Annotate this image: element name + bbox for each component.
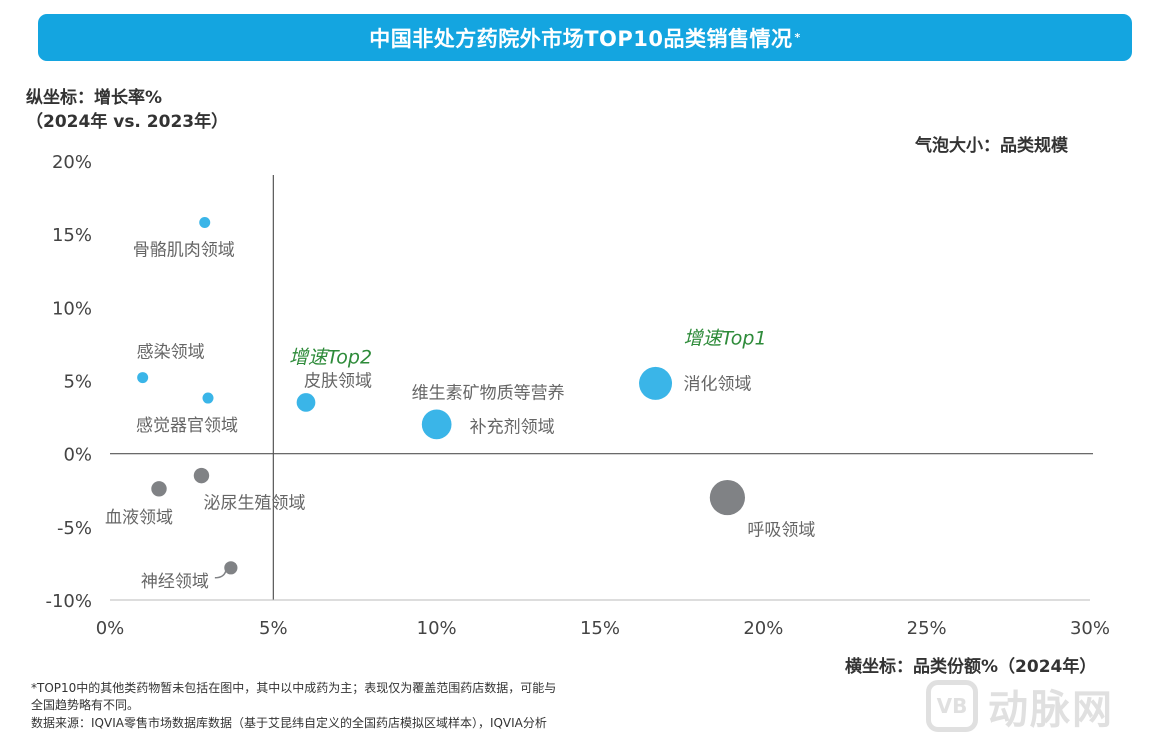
growth-rank-tag: 增速Top1 — [684, 327, 767, 349]
chart-title: 中国非处方药院外市场TOP10品类销售情况 — [369, 26, 793, 51]
growth-rank-tag: 增速Top2 — [289, 346, 372, 368]
y-tick-label: -10% — [45, 591, 92, 612]
bubble — [151, 481, 167, 497]
footnote-line1: *TOP10中的其他类药物暂未包括在图中，其中以中成药为主；表现仅为覆盖范围药店… — [31, 681, 557, 695]
bubble-label: 皮肤领域 — [304, 371, 372, 391]
bubble-label: 呼吸领域 — [747, 521, 815, 541]
bubble — [709, 479, 746, 516]
bubble-label-part: 补充剂领域 — [470, 417, 555, 437]
bubble-label: 消化领域 — [684, 374, 752, 394]
y-tick-label: 10% — [52, 298, 92, 319]
watermark: VB 动脉网 — [926, 676, 1114, 736]
bubble-label: 神经领域 — [141, 572, 209, 592]
bubble-label: 骨骼肌肉领域 — [133, 240, 235, 260]
footnote-line2: 全国趋势略有不同。 — [31, 698, 140, 712]
bubble — [224, 561, 238, 575]
y-tick-label: 0% — [63, 445, 92, 466]
y-tick-label: 20% — [52, 152, 92, 173]
y-axis-title: 纵坐标：增长率% （2024年 vs. 2023年） — [26, 86, 228, 134]
label-leader-line — [214, 570, 227, 579]
watermark-text: 动脉网 — [988, 687, 1114, 733]
y-axis-title-line2: （2024年 vs. 2023年） — [26, 112, 229, 132]
y-tick-label: 15% — [52, 225, 92, 246]
x-tick-label: 25% — [907, 618, 947, 639]
title-footnote-mark: * — [794, 31, 801, 44]
bubble-label: 感觉器官领域 — [136, 416, 238, 436]
x-tick-label: 30% — [1070, 618, 1110, 639]
bubble — [199, 216, 211, 228]
chart-title-banner: 中国非处方药院外市场TOP10品类销售情况 * — [38, 14, 1132, 61]
y-axis-title-line1: 纵坐标：增长率% — [26, 88, 163, 108]
bubble — [137, 372, 149, 384]
bubble-label-part: 维生素矿物质等营养 — [412, 383, 565, 403]
bubble — [202, 392, 214, 404]
bubble — [421, 409, 452, 440]
x-tick-label: 5% — [259, 618, 288, 639]
y-tick-label: 5% — [63, 372, 92, 393]
bubble — [193, 467, 210, 484]
data-source: 数据来源：IQVIA零售市场数据库数据（基于艾昆纬自定义的全国药店模拟区域样本）… — [31, 716, 547, 730]
bubble-size-note: 气泡大小：品类规模 — [915, 136, 1068, 156]
x-axis-title: 横坐标：品类份额%（2024年） — [845, 657, 1097, 677]
watermark-logo: VB — [926, 680, 978, 732]
y-tick-label: -5% — [57, 518, 92, 539]
x-tick-label: 10% — [417, 618, 457, 639]
bubble-label: 泌尿生殖领域 — [203, 494, 305, 514]
bubble — [639, 366, 673, 400]
bubble — [296, 393, 316, 412]
x-tick-label: 20% — [743, 618, 783, 639]
bubble-label: 感染领域 — [137, 343, 205, 363]
bubble-label: 血液领域 — [105, 508, 173, 528]
x-tick-label: 15% — [580, 618, 620, 639]
x-tick-label: 0% — [96, 618, 125, 639]
